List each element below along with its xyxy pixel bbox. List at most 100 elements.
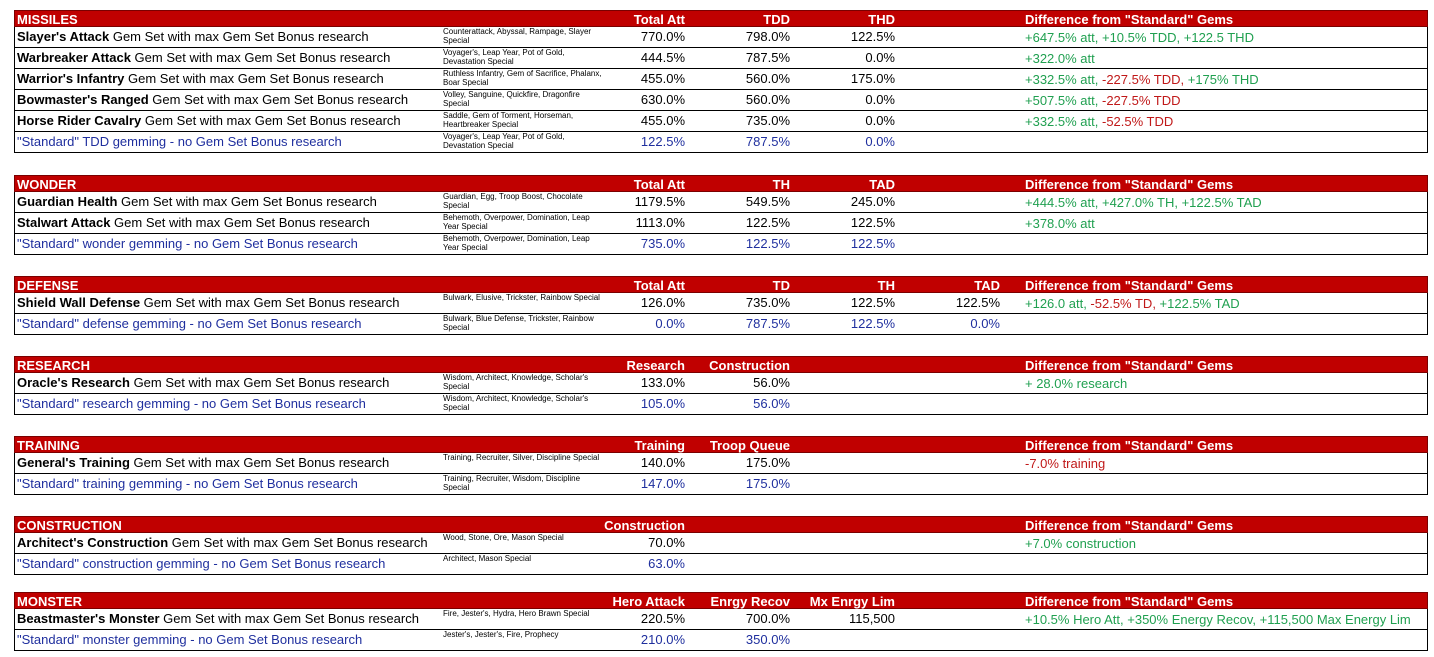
gem-set-desc: Gem Set with max Gem Set Bonus research [129,455,390,470]
stat-value: 444.5% [640,50,685,65]
gem-set-name: "Standard" construction gemming - no Gem… [17,556,385,571]
difference-text: +7.0% construction [1025,536,1136,551]
column-header: Troop Queue [709,438,790,453]
column-header: Research [626,358,685,373]
section-title: MISSILES [17,12,78,27]
gem-list: Fire, Jester's, Hydra, Hero Brawn Specia… [443,609,590,618]
gem-set-desc: "Standard" defense gemming - no Gem Set … [17,316,362,331]
gem-list: Jester's, Jester's, Fire, Prophecy [443,630,559,639]
gem-set-name: Warrior's Infantry Gem Set with max Gem … [17,71,384,86]
gem-set-title: Shield Wall Defense [17,295,141,310]
stat-value: 0.0% [865,50,895,65]
difference-text: +10.5% Hero Att, +350% Energy Recov, +11… [1025,612,1411,627]
difference-part: +7.0% construction [1025,536,1136,551]
section-title: CONSTRUCTION [17,518,122,533]
gem-set-row: Warbreaker Attack Gem Set with max Gem S… [14,48,1428,69]
gem-list: Bulwark, Blue Defense, Trickster, Rainbo… [443,314,594,332]
gem-set-title: Warbreaker Attack [17,50,131,65]
standard-row: "Standard" TDD gemming - no Gem Set Bonu… [14,132,1428,153]
gem-set-row: Guardian Health Gem Set with max Gem Set… [14,192,1428,213]
section-title: MONSTER [17,594,82,609]
difference-part: +507.5% att, [1025,93,1102,108]
difference-text: +378.0% att [1025,216,1095,231]
stat-value: 0.0% [865,92,895,107]
gem-set-name: Beastmaster's Monster Gem Set with max G… [17,611,419,626]
stat-value: 560.0% [745,71,790,86]
gem-set-desc: "Standard" research gemming - no Gem Set… [17,396,366,411]
section-header: MONSTER Hero Attack Enrgy Recov Mx Enrgy Li… [14,592,1428,609]
gem-set-row: Architect's Construction Gem Set with ma… [14,533,1428,554]
gem-set-name: Horse Rider Cavalry Gem Set with max Gem… [17,113,401,128]
gem-list: Ruthless Infantry, Gem of Sacrifice, Pha… [443,69,602,87]
column-header: Total Att [633,177,685,192]
section-header: MISSILES Total Att TDD THD Difference from "… [14,10,1428,27]
gem-list: Voyager's, Leap Year, Pot of Gold, Devas… [443,132,565,150]
section-title: WONDER [17,177,77,192]
gem-set-row: Bowmaster's Ranged Gem Set with max Gem … [14,90,1428,111]
gem-set-desc: Gem Set with max Gem Set Bonus research [117,194,377,209]
stat-value: 787.5% [745,134,790,149]
difference-text: +332.5% att, -52.5% TDD [1025,114,1173,129]
gem-set-name: Bowmaster's Ranged Gem Set with max Gem … [17,92,408,107]
column-header: Total Att [633,12,685,27]
gem-set-row: Shield Wall Defense Gem Set with max Gem… [14,293,1428,314]
stat-value: 122.5% [745,215,790,230]
standard-row: "Standard" research gemming - no Gem Set… [14,394,1428,415]
stat-value: 105.0% [640,396,685,411]
column-header: TAD [974,278,1000,293]
gem-list: Saddle, Gem of Torment, Horseman, Heartb… [443,111,574,129]
stat-value: 549.5% [745,194,790,209]
stat-value: 1113.0% [635,215,685,230]
column-header: TH [772,177,790,192]
column-header: Training [634,438,685,453]
gem-set-desc: "Standard" monster gemming - no Gem Set … [17,632,363,647]
difference-part: -7.0% training [1025,456,1106,471]
column-header: Total Att [633,278,685,293]
gem-set-desc: Gem Set with max Gem Set Bonus research [148,92,409,107]
difference-header: Difference from "Standard" Gems [1025,177,1234,192]
stat-value: 122.5% [850,215,895,230]
gem-set-desc: "Standard" TDD gemming - no Gem Set Bonu… [17,134,342,149]
stat-value: 455.0% [640,71,685,86]
gem-set-name: "Standard" TDD gemming - no Gem Set Bonu… [17,134,342,149]
gem-list: Behemoth, Overpower, Domination, Leap Ye… [443,234,590,252]
stat-value: 56.0% [753,396,790,411]
stat-value: 175.0% [745,476,790,491]
difference-text: +126.0 att, -52.5% TD, +122.5% TAD [1025,296,1240,311]
stat-value: 735.0% [745,113,790,128]
section-monster: MONSTER Hero Attack Enrgy Recov Mx Enrgy Li… [14,592,1428,651]
gem-set-title: Guardian Health [17,194,118,209]
stat-value: 115,500 [848,611,895,626]
difference-part: +332.5% att, [1025,114,1102,129]
column-header: TD [772,278,790,293]
difference-part: -52.5% TDD [1101,114,1174,129]
standard-row: "Standard" defense gemming - no Gem Set … [14,314,1428,335]
standard-row: "Standard" training gemming - no Gem Set… [14,474,1428,495]
gem-set-row: Stalwart Attack Gem Set with max Gem Set… [14,213,1428,234]
stat-value: 122.5% [745,236,790,251]
stat-value: 560.0% [745,92,790,107]
section-header: DEFENSE Total Att TD TH TAD Difference from "… [14,276,1428,293]
stat-value: 1179.5% [634,194,685,209]
difference-part: + 28.0% research [1025,376,1128,391]
difference-part: +122.5% TAD [1159,296,1240,311]
gem-set-title: Horse Rider Cavalry [17,113,142,128]
section-construction: CONSTRUCTION Construction Difference from … [14,516,1428,575]
gem-list: Behemoth, Overpower, Domination, Leap Ye… [443,213,590,231]
stat-value: 122.5% [850,316,895,331]
section-title: DEFENSE [17,278,79,293]
stat-value: 0.0% [655,316,685,331]
gem-set-desc: Gem Set with max Gem Set Bonus research [129,375,390,390]
stat-value: 56.0% [753,375,790,390]
section-research: RESEARCH Research Construction Difference f… [14,356,1428,415]
difference-header: Difference from "Standard" Gems [1025,278,1234,293]
gem-list: Volley, Sanguine, Quickfire, Dragonfire … [443,90,580,108]
gem-list: Training, Recruiter, Silver, Discipline … [443,453,600,462]
stat-value: 122.5% [850,295,895,310]
column-header: TH [877,278,895,293]
gem-set-name: "Standard" defense gemming - no Gem Set … [17,316,362,331]
column-header: Hero Attack [612,594,685,609]
column-header: Enrgy Recov [710,594,790,609]
section-wonder: WONDER Total Att TH TAD Difference from "Sta… [14,175,1428,255]
stat-value: 0.0% [865,113,895,128]
